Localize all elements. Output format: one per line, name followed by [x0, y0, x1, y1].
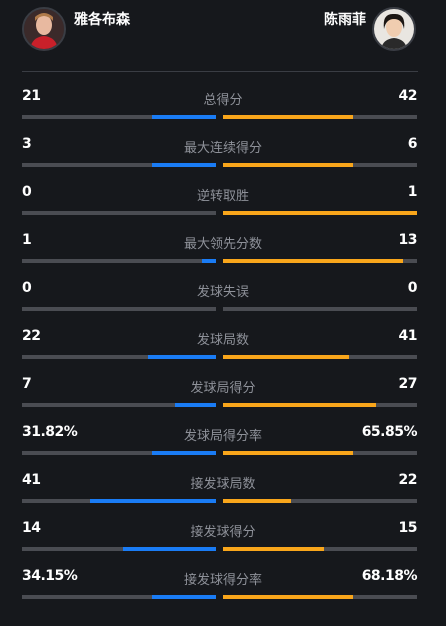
- stat-right-bar-fill: [223, 451, 353, 455]
- stats-list: 总得分 21 42 最大连续得分 3 6 逆转取胜 0 1 最大领先分数 1 13 发球失误 0 0 发球局数…: [0, 86, 446, 614]
- stat-left-value: 41: [22, 472, 41, 488]
- stat-right-bar-track: [223, 355, 417, 359]
- stat-right-value: 41: [398, 328, 418, 344]
- stat-right-bar-fill: [223, 595, 353, 599]
- stat-left-value: 3: [22, 136, 32, 152]
- stat-left-bar-track: [22, 451, 216, 455]
- stat-left-bar-track: [22, 259, 216, 263]
- stat-label: 发球局得分: [190, 381, 256, 396]
- stat-row-service-game-point-rate: 发球局得分率 31.82% 65.85%: [0, 422, 446, 470]
- stat-right-bar-fill: [223, 211, 417, 215]
- stat-label: 接发球局数: [190, 477, 256, 492]
- stat-left-bar-track: [22, 307, 216, 311]
- player-photo-icon: [24, 9, 64, 49]
- stat-right-bar-track: [223, 547, 417, 551]
- stat-right-value: 22: [398, 472, 418, 488]
- stat-right-bar-track: [223, 595, 417, 599]
- stat-row-total-points: 总得分 21 42: [0, 86, 446, 134]
- stat-left-value: 21: [22, 88, 41, 104]
- stat-row-return-points: 接发球得分 14 15: [0, 518, 446, 566]
- stat-left-bar-fill: [202, 259, 216, 263]
- stat-row-service-game-points: 发球局得分 7 27: [0, 374, 446, 422]
- stat-left-bar-track: [22, 595, 216, 599]
- header-divider: [22, 71, 418, 72]
- stat-right-value: 0: [407, 280, 418, 296]
- stat-right-bar-track: [223, 451, 417, 455]
- stat-row-return-point-rate: 接发球得分率 34.15% 68.18%: [0, 566, 446, 614]
- stat-right-bar-track: [223, 259, 417, 263]
- stat-label: 接发球得分率: [183, 573, 262, 588]
- stat-left-bar-fill: [89, 499, 216, 503]
- stat-left-bar-track: [22, 115, 216, 119]
- stat-right-bar-track: [223, 211, 417, 215]
- stat-left-value: 31.82%: [22, 424, 78, 440]
- player-right-avatar[interactable]: [372, 7, 416, 51]
- stat-right-value: 15: [398, 520, 418, 536]
- stat-label: 最大连续得分: [183, 141, 262, 156]
- stat-row-comeback-wins: 逆转取胜 0 1: [0, 182, 446, 230]
- stat-row-return-games: 接发球局数 41 22: [0, 470, 446, 518]
- stat-label: 发球局数: [196, 333, 249, 348]
- stat-right-bar-fill: [223, 115, 353, 119]
- stat-right-bar-track: [223, 403, 417, 407]
- stat-left-bar-track: [22, 163, 216, 167]
- player-right-name[interactable]: 陈雨菲: [324, 12, 366, 28]
- stat-left-bar-fill: [148, 355, 216, 359]
- stat-label: 总得分: [203, 93, 243, 108]
- stat-right-value: 42: [398, 88, 418, 104]
- stat-row-max-lead: 最大领先分数 1 13: [0, 230, 446, 278]
- player-left-name[interactable]: 雅各布森: [74, 12, 130, 28]
- stat-right-value: 68.18%: [361, 568, 418, 584]
- stat-right-bar-fill: [223, 547, 324, 551]
- stat-row-service-faults: 发球失误 0 0: [0, 278, 446, 326]
- stat-left-bar-track: [22, 355, 216, 359]
- stat-right-value: 27: [398, 376, 418, 392]
- stat-left-bar-fill: [151, 451, 216, 455]
- stat-label: 接发球得分: [190, 525, 256, 540]
- stat-right-bar-track: [223, 163, 417, 167]
- player-left-avatar[interactable]: [22, 7, 66, 51]
- stat-row-max-streak: 最大连续得分 3 6: [0, 134, 446, 182]
- stat-left-value: 34.15%: [22, 568, 78, 584]
- match-header: 雅各布森 陈雨菲: [0, 0, 446, 58]
- stat-left-value: 22: [22, 328, 41, 344]
- stat-left-bar-fill: [151, 595, 216, 599]
- stat-right-bar-track: [223, 115, 417, 119]
- player-photo-icon: [374, 9, 414, 49]
- stat-right-bar-fill: [223, 499, 291, 503]
- stat-left-bar-track: [22, 211, 216, 215]
- stat-right-bar-fill: [223, 259, 404, 263]
- stat-label: 发球失误: [196, 285, 249, 300]
- stat-right-value: 65.85%: [361, 424, 418, 440]
- stat-left-bar-fill: [151, 163, 216, 167]
- stat-left-bar-track: [22, 403, 216, 407]
- stat-left-bar-track: [22, 499, 216, 503]
- stat-left-value: 0: [22, 280, 32, 296]
- stat-label: 发球局得分率: [183, 429, 262, 444]
- stat-right-bar-track: [223, 307, 417, 311]
- stat-right-bar-fill: [223, 163, 353, 167]
- stat-right-bar-track: [223, 499, 417, 503]
- stat-left-bar-track: [22, 547, 216, 551]
- stat-right-bar-fill: [223, 403, 377, 407]
- stat-left-bar-fill: [175, 403, 216, 407]
- stat-right-value: 6: [407, 136, 418, 152]
- stat-label: 最大领先分数: [183, 237, 262, 252]
- stat-right-value: 13: [398, 232, 418, 248]
- stat-left-bar-fill: [122, 547, 216, 551]
- stat-left-bar-fill: [151, 115, 216, 119]
- stat-row-service-games: 发球局数 22 41: [0, 326, 446, 374]
- stat-left-value: 0: [22, 184, 32, 200]
- stat-right-bar-fill: [223, 355, 350, 359]
- stat-left-value: 1: [22, 232, 32, 248]
- stat-left-value: 7: [22, 376, 32, 392]
- stat-left-value: 14: [22, 520, 41, 536]
- stat-label: 逆转取胜: [196, 189, 249, 204]
- stat-right-value: 1: [407, 184, 418, 200]
